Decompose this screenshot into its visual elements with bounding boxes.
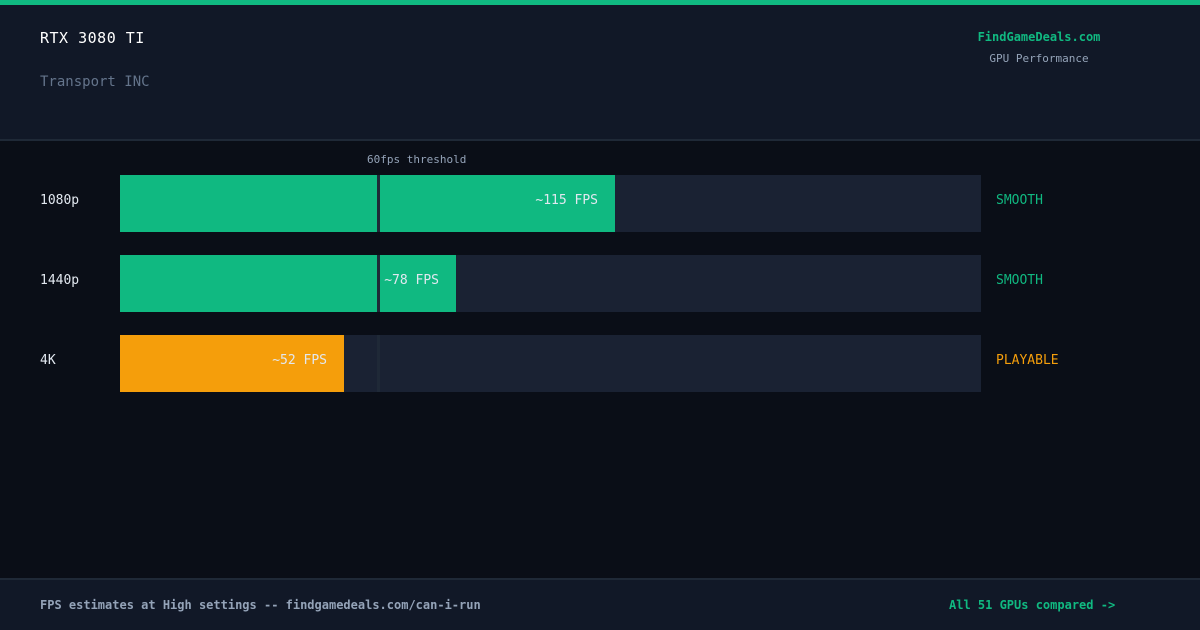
bar-row: 1080p ~115 FPS SMOOTH	[0, 175, 1200, 232]
resolution-label: 1080p	[40, 193, 80, 208]
status-label: SMOOTH	[996, 193, 1043, 208]
fps-value-label: ~78 FPS	[384, 273, 439, 288]
all-gpus-link[interactable]: All 51 GPUs compared ->	[949, 598, 1116, 612]
bar-track: ~52 FPS	[120, 335, 981, 392]
game-title: Transport INC	[40, 74, 150, 90]
gpu-title: RTX 3080 TI	[40, 29, 145, 47]
bar-row: 4K ~52 FPS PLAYABLE	[0, 335, 1200, 392]
bar-track: ~115 FPS	[120, 175, 981, 232]
status-label: SMOOTH	[996, 273, 1043, 288]
bar-track: ~78 FPS	[120, 255, 981, 312]
resolution-label: 4K	[40, 353, 56, 368]
status-label: PLAYABLE	[996, 353, 1059, 368]
footer: FPS estimates at High settings -- findga…	[0, 578, 1200, 630]
bar-row: 1440p ~78 FPS SMOOTH	[0, 255, 1200, 312]
brand-subtitle: GPU Performance	[989, 52, 1089, 65]
fps-value-label: ~115 FPS	[535, 193, 598, 208]
footer-note: FPS estimates at High settings -- findga…	[40, 598, 481, 612]
threshold-line	[377, 175, 380, 232]
threshold-label: 60fps threshold	[367, 153, 467, 166]
threshold-line	[377, 255, 380, 312]
fps-bar	[120, 175, 615, 232]
brand-name: FindGameDeals.com	[977, 30, 1101, 44]
fps-value-label: ~52 FPS	[272, 353, 327, 368]
header: RTX 3080 TI Transport INC FindGameDeals.…	[0, 5, 1200, 141]
accent-bar	[0, 0, 1200, 5]
threshold-line	[377, 335, 380, 392]
fps-bar	[120, 335, 344, 392]
fps-bar	[120, 255, 456, 312]
resolution-label: 1440p	[40, 273, 80, 288]
